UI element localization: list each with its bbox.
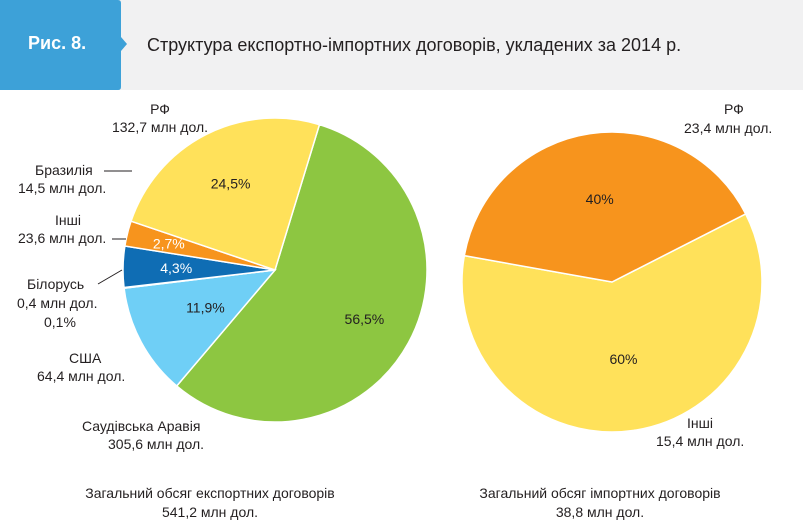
import-rf-name: РФ [724,101,744,117]
import-other-name: Інші [687,415,713,431]
export-belarus-name: Білорусь [27,276,85,292]
import-caption-line1: Загальний обсяг імпортних договорів [479,485,721,501]
export-slice-4-percent-label: 2,7% [153,236,185,252]
export-belarus-value: 0,4 млн дол. [17,295,98,311]
export-slice-1 [123,269,277,388]
export-usa-name: США [69,350,102,366]
export-slice-5 [130,117,321,271]
export-leader-belarus [97,269,123,285]
export-caption-line2: 541,2 млн дол. [161,504,259,520]
figure-badge-shape [0,0,127,90]
import-slice-1-percent-label: 40% [586,191,614,207]
import-caption-line2: 38,8 млн дол. [555,504,645,520]
import-rf-value: 23,4 млн дол. [684,120,773,136]
export-brazil-name: Бразилія [35,162,93,178]
export-rf-name: РФ [150,101,170,117]
export-other-name: Інші [55,212,81,228]
figure-badge: Рис. 8. [0,0,133,90]
export-slice-5-percent-label: 24,5% [211,175,251,191]
import-slice-0-percent-label: 60% [609,351,637,367]
import-other-value: 15,4 млн дол. [656,433,745,449]
export-saudi-value: 305,6 млн дол. [108,436,205,452]
figure-title: Структура експортно-імпортних договорів,… [147,35,682,55]
import-slice-0 [461,212,763,433]
export-belarus-percent: 0,1% [44,314,76,330]
export-other-value: 23,6 млн дол. [18,230,107,246]
export-usa-value: 64,4 млн дол. [37,368,126,384]
figure-header: Рис. 8. Структура експортно-імпортних до… [0,0,803,90]
export-saudi-name: Саудівська Аравія [82,418,201,434]
export-slice-0 [175,123,428,423]
export-slice-3-percent-label: 4,3% [160,260,192,276]
export-brazil-value: 14,5 млн дол. [18,180,107,196]
figure-number: Рис. 8. [28,33,87,53]
export-slice-1-percent-label: 11,9% [186,300,225,316]
import-slice-1 [463,131,747,283]
export-rf-value: 132,7 млн дол. [111,119,209,135]
export-caption-line1: Загальний обсяг експортних договорів [85,485,335,501]
export-slice-0-percent-label: 56,5% [345,311,385,327]
